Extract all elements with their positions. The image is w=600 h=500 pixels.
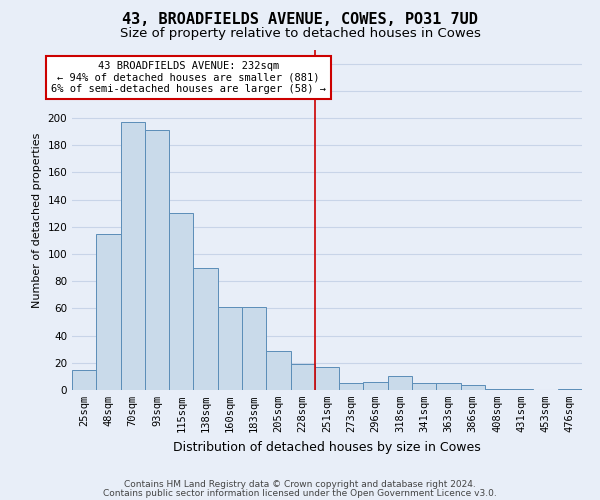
X-axis label: Distribution of detached houses by size in Cowes: Distribution of detached houses by size … (173, 440, 481, 454)
Bar (558, 388, 582, 390)
Bar (193, 268, 218, 390)
Bar (218, 307, 242, 390)
Text: 43 BROADFIELDS AVENUE: 232sqm
← 94% of detached houses are smaller (881)
6% of s: 43 BROADFIELDS AVENUE: 232sqm ← 94% of d… (51, 61, 326, 94)
Bar (339, 383, 364, 390)
Bar (461, 384, 485, 390)
Bar (364, 382, 388, 390)
Y-axis label: Number of detached properties: Number of detached properties (32, 132, 42, 308)
Bar (96, 234, 121, 390)
Bar (266, 350, 290, 390)
Text: Contains HM Land Registry data © Crown copyright and database right 2024.: Contains HM Land Registry data © Crown c… (124, 480, 476, 489)
Bar (485, 388, 509, 390)
Bar (509, 388, 533, 390)
Bar (169, 213, 193, 390)
Bar (290, 364, 315, 390)
Bar (315, 367, 339, 390)
Bar (121, 122, 145, 390)
Text: Size of property relative to detached houses in Cowes: Size of property relative to detached ho… (119, 28, 481, 40)
Text: Contains public sector information licensed under the Open Government Licence v3: Contains public sector information licen… (103, 488, 497, 498)
Bar (436, 383, 461, 390)
Bar (242, 307, 266, 390)
Bar (388, 376, 412, 390)
Text: 43, BROADFIELDS AVENUE, COWES, PO31 7UD: 43, BROADFIELDS AVENUE, COWES, PO31 7UD (122, 12, 478, 28)
Bar (145, 130, 169, 390)
Bar (412, 383, 436, 390)
Bar (72, 370, 96, 390)
